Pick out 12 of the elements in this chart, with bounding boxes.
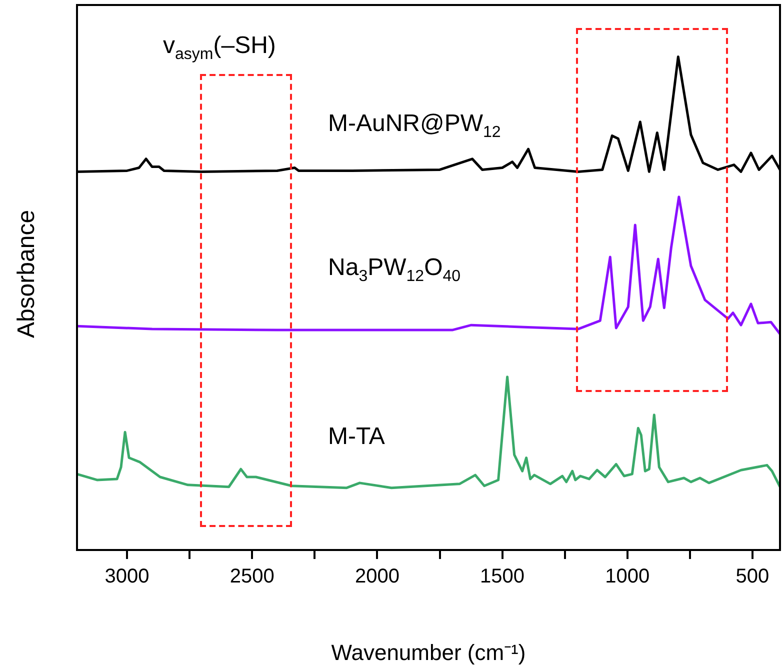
annotation: v$_{asym}$(–SH) <box>163 32 276 63</box>
x-tick-label: 2000 <box>354 566 400 588</box>
x-tick-label: 1000 <box>605 566 650 588</box>
x-tick-label: 500 <box>736 566 770 588</box>
series-label: M-TA <box>328 423 385 450</box>
series-label: Na$_{3}$PW$_{12}$O$_{40}$ <box>328 254 461 285</box>
x-axis-title: Wavenumber (cm⁻¹) <box>331 640 526 665</box>
x-tick-label: 1500 <box>480 566 525 588</box>
x-tick-label: 3000 <box>104 566 150 588</box>
x-tick-label: 2500 <box>230 566 274 588</box>
y-axis-title: Absorbance <box>13 209 41 339</box>
series-label: M-AuNR@PW$_{12}$ <box>328 110 501 141</box>
